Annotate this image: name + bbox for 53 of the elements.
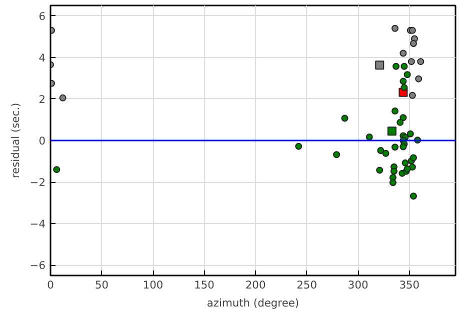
point bbox=[377, 146, 384, 154]
y-tick-label: −6 bbox=[30, 259, 46, 272]
x-tick-label: 200 bbox=[245, 278, 266, 292]
point bbox=[382, 150, 390, 157]
point bbox=[392, 108, 399, 114]
point bbox=[415, 75, 422, 82]
point bbox=[53, 166, 60, 174]
point bbox=[410, 154, 417, 162]
x-tick-label: 350 bbox=[399, 278, 420, 292]
point bbox=[389, 179, 396, 186]
point bbox=[392, 144, 399, 151]
point bbox=[400, 78, 407, 85]
point bbox=[387, 126, 396, 136]
point bbox=[375, 60, 384, 70]
y-tick-label: 2 bbox=[38, 92, 46, 106]
point bbox=[404, 165, 411, 172]
point bbox=[410, 40, 417, 47]
point bbox=[408, 164, 416, 171]
y-tick-label: 4 bbox=[38, 51, 46, 64]
point bbox=[408, 92, 416, 99]
point bbox=[392, 24, 399, 32]
y-tick-label: −2 bbox=[30, 176, 46, 190]
y-tick-label: 0 bbox=[38, 134, 46, 148]
point bbox=[341, 114, 348, 122]
y-axis-title: residual (sec.) bbox=[8, 102, 22, 178]
point bbox=[396, 118, 404, 126]
x-tick-label: 300 bbox=[348, 278, 368, 292]
x-tick-label: 250 bbox=[296, 278, 318, 292]
point bbox=[400, 50, 407, 57]
point bbox=[402, 159, 409, 166]
x-axis-title: azimuth (degree) bbox=[206, 296, 300, 310]
point bbox=[366, 133, 373, 140]
point bbox=[400, 114, 407, 122]
x-tick-label: 150 bbox=[194, 278, 215, 292]
point bbox=[400, 84, 408, 92]
point bbox=[333, 151, 340, 158]
point bbox=[400, 62, 408, 70]
y-tick-label: −4 bbox=[30, 218, 46, 231]
x-tick-label: 100 bbox=[142, 278, 164, 292]
point bbox=[400, 143, 407, 150]
point bbox=[417, 58, 424, 66]
x-tick-label: 0 bbox=[47, 278, 54, 292]
point bbox=[392, 62, 400, 70]
x-tick-label: 50 bbox=[94, 278, 109, 292]
point bbox=[59, 94, 66, 102]
y-tick-label: 6 bbox=[38, 10, 46, 23]
point bbox=[410, 192, 417, 200]
point bbox=[295, 142, 302, 150]
point bbox=[406, 130, 414, 138]
point bbox=[404, 71, 411, 78]
point bbox=[390, 168, 398, 175]
point bbox=[376, 166, 384, 174]
point bbox=[408, 58, 415, 66]
